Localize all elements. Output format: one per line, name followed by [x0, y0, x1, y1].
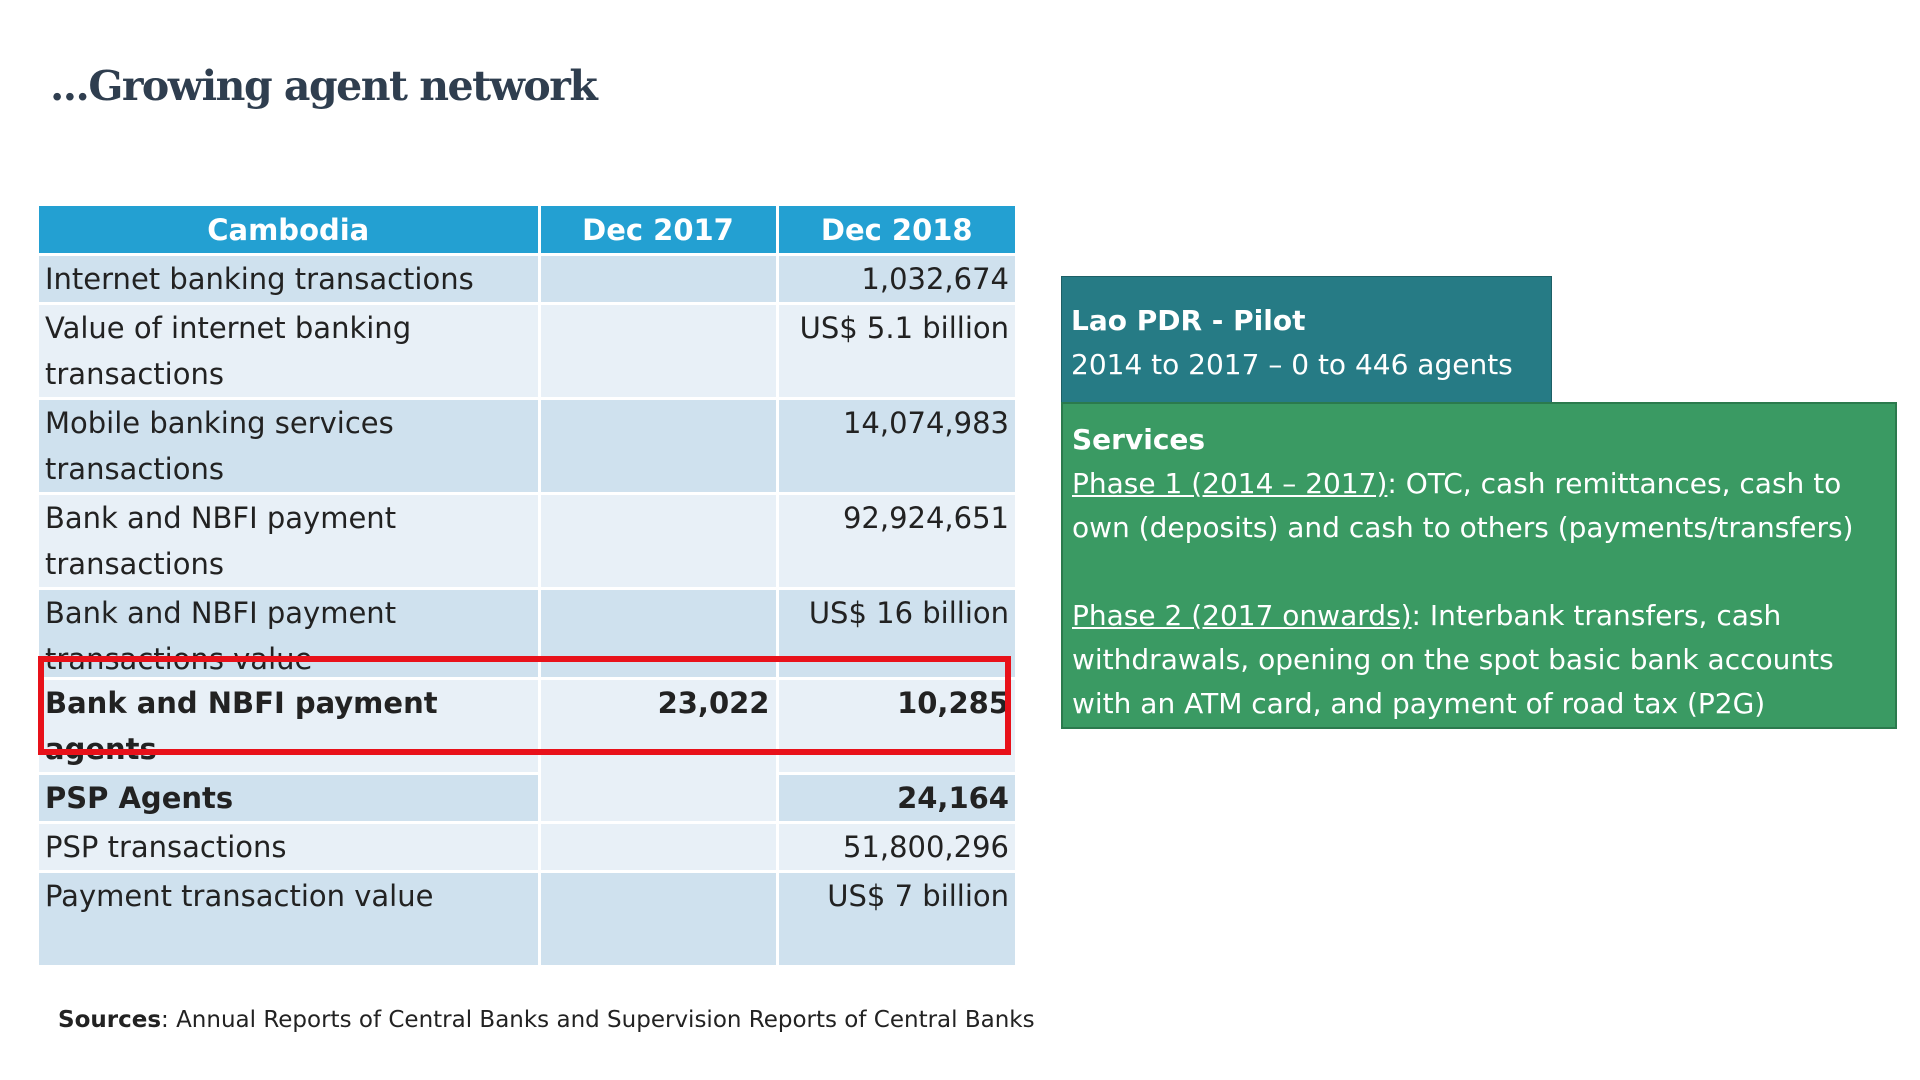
highlight-box	[38, 656, 1011, 755]
row-dec-2017	[539, 492, 779, 589]
row-dec-2018: 92,924,651	[777, 492, 1015, 589]
table-row: Mobile banking services transactions 14,…	[39, 397, 1015, 494]
phase-2-paragraph: Phase 2 (2017 onwards): Interbank transf…	[1072, 594, 1891, 726]
phase-2-label: Phase 2 (2017 onwards)	[1072, 599, 1412, 632]
slide-title: ...Growing agent network	[50, 62, 598, 110]
table-row: Payment transaction value US$ 7 billion	[39, 870, 1015, 965]
header-dec-2017: Dec 2017	[539, 206, 779, 255]
row-dec-2018: US$ 5.1 billion	[777, 302, 1015, 399]
header-cambodia: Cambodia	[39, 206, 541, 255]
lao-pilot-box: Lao PDR - Pilot 2014 to 2017 – 0 to 446 …	[1061, 276, 1552, 403]
row-dec-2018: 24,164	[777, 772, 1015, 823]
row-dec-2018: 1,032,674	[777, 253, 1015, 304]
phase-2-text: : Interbank transfers, cash withdrawals,…	[1072, 599, 1834, 720]
row-label: PSP Agents	[39, 772, 541, 823]
row-dec-2018: US$ 7 billion	[777, 870, 1015, 965]
table-row: Value of internet banking transactions U…	[39, 302, 1015, 399]
row-value-text: US$ 16 billion	[808, 596, 1009, 630]
row-label: Payment transaction value	[39, 870, 541, 965]
row-dec-2017	[539, 587, 779, 679]
row-dec-2017	[539, 397, 779, 494]
row-label: Internet banking transactions	[39, 253, 541, 304]
row-dec-2017	[539, 870, 779, 965]
row-dec-2018: 10,285	[777, 677, 1015, 774]
lao-title: Lao PDR - Pilot	[1071, 304, 1306, 337]
cambodia-table: Cambodia Dec 2017 Dec 2018 Internet bank…	[39, 206, 1015, 965]
sources-label: Sources	[58, 1007, 162, 1033]
table-header-row: Cambodia Dec 2017 Dec 2018	[39, 206, 1015, 255]
row-dec-2017	[539, 253, 779, 304]
row-label: PSP transactions	[39, 821, 541, 872]
sources-note: Sources: Annual Reports of Central Banks…	[58, 1007, 1035, 1033]
row-dec-2018: 51,800,296	[777, 821, 1015, 872]
services-title: Services	[1072, 423, 1206, 456]
phase-1-text: : OTC, cash remittances, cash to own (de…	[1072, 467, 1854, 544]
sources-text: : Annual Reports of Central Banks and Su…	[161, 1007, 1035, 1033]
table-row: Bank and NBFI payment transactions 92,92…	[39, 492, 1015, 589]
phase-1-paragraph: Phase 1 (2014 – 2017): OTC, cash remitta…	[1072, 462, 1891, 550]
row-label: Bank and NBFI payment transactions	[39, 492, 541, 589]
services-box: Services Phase 1 (2014 – 2017): OTC, cas…	[1061, 402, 1897, 729]
row-label: Value of internet banking transactions	[39, 302, 541, 399]
row-dec-2018: 14,074,983	[777, 397, 1015, 494]
header-dec-2018: Dec 2018	[777, 206, 1015, 255]
row-dec-2017	[539, 821, 779, 872]
paragraph-gap	[1072, 550, 1891, 594]
row-label: Mobile banking services transactions	[39, 397, 541, 494]
row-dec-2017	[539, 302, 779, 399]
table-row-highlighted: PSP Agents 24,164	[39, 772, 1015, 823]
phase-1-label: Phase 1 (2014 – 2017)	[1072, 467, 1388, 500]
lao-text: 2014 to 2017 – 0 to 446 agents	[1071, 348, 1513, 381]
row-dec-2018: US$ 16 billion	[777, 587, 1015, 679]
table-row: PSP transactions 51,800,296	[39, 821, 1015, 872]
table-row: Internet banking transactions 1,032,674	[39, 253, 1015, 304]
